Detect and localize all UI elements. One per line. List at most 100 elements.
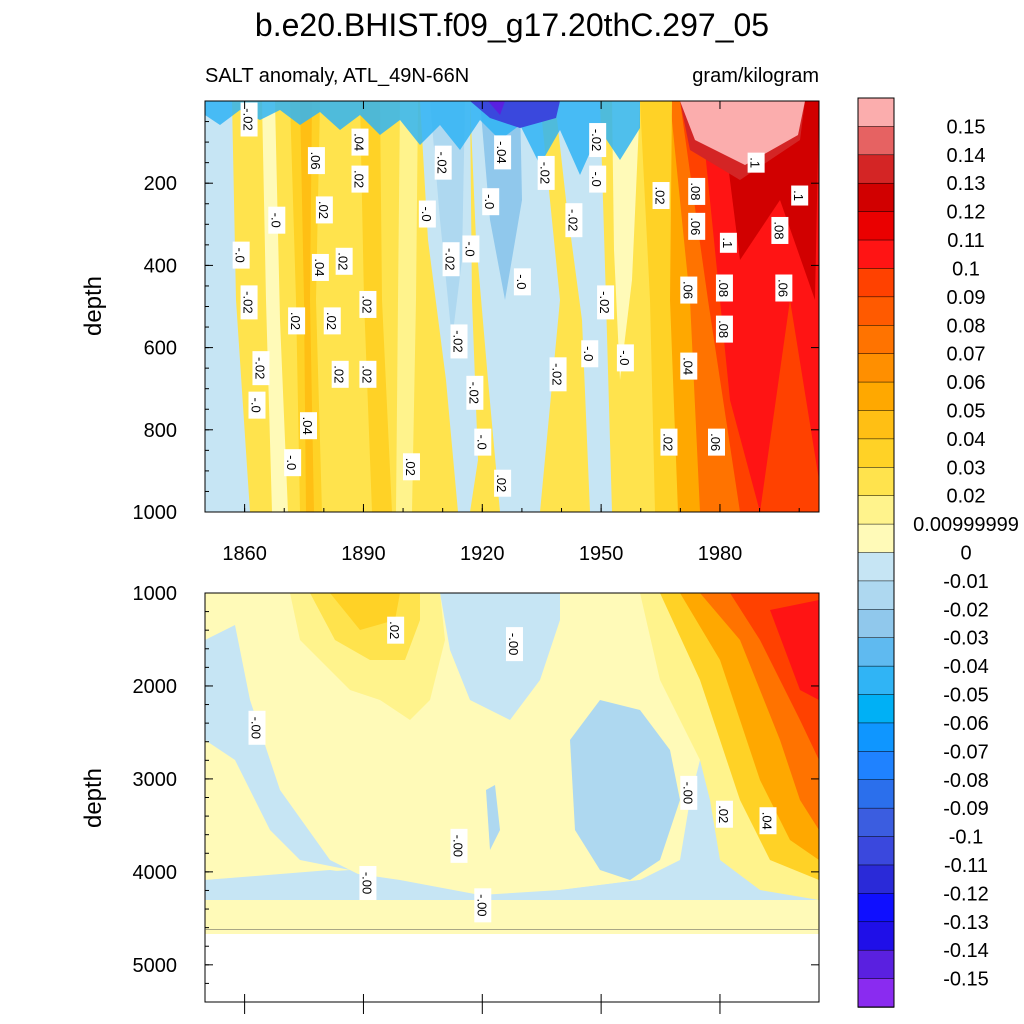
contour-label-box	[462, 235, 480, 263]
colorbar-level-label: -0.06	[943, 713, 989, 735]
contour-label-box	[505, 627, 523, 662]
colorbar-swatch	[857, 580, 895, 611]
contour-label-text: .02	[324, 312, 339, 330]
colorbar-labels: 0.15 0.14 0.13 0.12 0.11 0.1 0.09 0.08 0.07 0.06 0…	[913, 116, 1019, 990]
colorbar-level-label: 0.03	[947, 457, 986, 479]
contour-label-box	[680, 276, 698, 304]
contour-label: -.02	[252, 351, 270, 386]
contour-label: .02	[331, 360, 349, 388]
contour-label-box	[791, 185, 809, 206]
lower-y-tick-label: 5000	[133, 955, 178, 977]
contour-label-text: .08	[771, 221, 786, 239]
contour-label-text: -.0	[284, 455, 299, 470]
contour-label: .1	[747, 152, 765, 173]
contour-label-box	[513, 268, 531, 296]
contour-label-box	[775, 274, 793, 302]
contour-label-text: .02	[332, 365, 347, 383]
colorbar-level-label: 0.15	[947, 116, 986, 138]
contour-label: -.00	[248, 710, 266, 745]
contour-label-text: .04	[312, 258, 327, 276]
contour-label-box	[284, 449, 302, 477]
contour-label-box	[323, 307, 341, 335]
colorbar-swatch	[857, 410, 895, 440]
contour-label: -.0	[462, 235, 480, 263]
contour-label-text: .02	[359, 295, 374, 313]
contour-label: .08	[715, 274, 733, 302]
contour-label-text: -.02	[252, 357, 267, 379]
contour-label-box	[708, 428, 726, 456]
contour-label: .02	[351, 165, 369, 193]
colorbar-swatch	[857, 523, 895, 554]
contour-label: .02	[359, 290, 377, 318]
contour-label: -.00	[359, 866, 377, 901]
contour-label-box	[466, 375, 484, 410]
contour-label-box	[660, 428, 678, 456]
lower-y-tick-label: 3000	[133, 769, 178, 791]
contour-label: -.02	[434, 145, 452, 180]
colorbar-level-label: -0.01	[943, 571, 989, 593]
x-tick-label: 1920	[460, 543, 505, 565]
contour-label-box	[288, 307, 306, 335]
contour-label-text: -.02	[538, 162, 553, 184]
contour-label-text: .02	[336, 252, 351, 270]
colorbar-level-label: 0.07	[947, 344, 986, 366]
contour-label: -.02	[240, 102, 258, 137]
contour-label: .02	[335, 247, 353, 275]
contour-label: .08	[688, 177, 706, 205]
x-tick-label: 1890	[341, 543, 386, 565]
colorbar-frame	[857, 97, 895, 1008]
contour-label-box	[434, 145, 452, 180]
upper-y-tick-label: 200	[144, 173, 177, 195]
contour-label-text: .02	[359, 365, 374, 383]
colorbar-swatch	[857, 893, 895, 923]
colorbar-level-label: -0.12	[943, 883, 989, 905]
contour-label-text: -.02	[597, 291, 612, 313]
colorbar-level-label: -0.08	[943, 770, 989, 792]
colorbar-level-label: -0.03	[943, 628, 989, 650]
contour-label-text: -.02	[451, 330, 466, 352]
contour-label: -.02	[442, 242, 460, 277]
contour-label-box	[311, 253, 329, 281]
colorbar-swatch	[857, 126, 895, 156]
contour-label-box	[248, 391, 266, 419]
colorbar-level-label: 0.13	[947, 173, 986, 195]
contour-label-box	[307, 147, 325, 175]
contour-label-text: -.02	[550, 363, 565, 385]
colorbar-level-label: 0.1	[952, 258, 980, 280]
contour-label-box	[442, 242, 460, 277]
contour-label: -.0	[284, 449, 302, 477]
contour-label: .02	[323, 307, 341, 335]
contour-label-box	[268, 206, 286, 234]
contour-label-text: -.00	[680, 782, 695, 804]
colorbar-swatch	[857, 609, 895, 639]
contour-label-text: -.0	[419, 206, 434, 221]
contour-label-box	[359, 360, 377, 388]
contour-label-box	[359, 290, 377, 318]
upper-y-tick-label: 400	[144, 255, 177, 277]
colorbar-level-label: 0.08	[947, 315, 986, 337]
colorbar-level-label: -0.14	[943, 940, 989, 962]
colorbar-level-label: 0.06	[947, 372, 986, 394]
contour-label-text: .04	[760, 812, 775, 830]
colorbar-swatch	[857, 864, 895, 895]
contour-label-text: -.02	[466, 382, 481, 404]
contour-label-text: -.0	[482, 194, 497, 209]
upper-y-tick-label: 600	[144, 338, 177, 360]
contour-label-box	[715, 800, 733, 828]
contour-label-box	[240, 102, 258, 137]
colorbar-level-label: -0.15	[943, 969, 989, 991]
contour-label-text: .08	[716, 279, 731, 297]
contour-label: .06	[680, 276, 698, 304]
colorbar-level-label: -0.04	[943, 656, 989, 678]
contour-label: -.02	[549, 357, 567, 392]
colorbar-swatch	[857, 438, 895, 469]
contour-label: -.0	[589, 165, 607, 193]
contour-label-box	[565, 203, 583, 238]
contour-label-box	[680, 352, 698, 380]
colorbar-swatch	[857, 779, 895, 809]
contour-label: -.0	[474, 428, 492, 456]
contour-label: -.0	[482, 188, 500, 216]
contour-label: -.00	[505, 627, 523, 662]
colorbar-level-label: 0	[960, 543, 971, 565]
